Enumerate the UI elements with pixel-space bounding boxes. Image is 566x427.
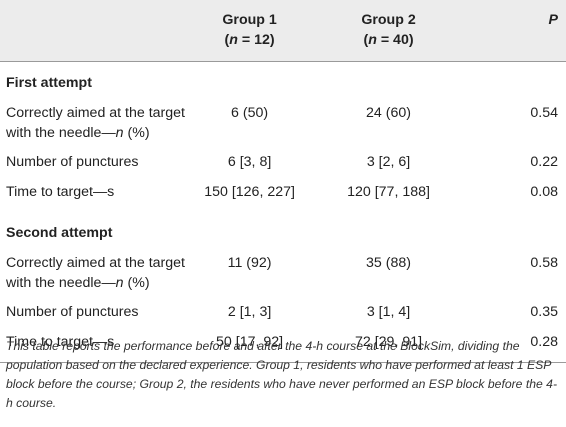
cell-group2: 35 (88)	[366, 255, 411, 271]
cell-p: 0.35	[530, 304, 558, 320]
row-label-line1: Correctly aimed at the target	[6, 255, 185, 271]
cell-group1: 50 [17, 92]	[191, 332, 308, 363]
header-group1-n: (n = 12)	[224, 32, 275, 48]
row-label: Number of punctures	[6, 154, 139, 170]
header-group2-title: Group 2	[361, 12, 416, 28]
row-label-line1: Correctly aimed at the target	[6, 105, 185, 121]
table-row: Number of punctures 2 [1, 3] 3 [1, 4] 0.…	[0, 302, 566, 332]
cell-group1: 2 [1, 3]	[227, 304, 272, 320]
header-group2-n: (n = 40)	[363, 32, 414, 48]
header-empty-cell	[0, 0, 192, 62]
section-title: Second attempt	[6, 225, 113, 241]
cell-p: 0.22	[530, 154, 558, 170]
row-label: Correctly aimed at the target with the n…	[0, 102, 191, 152]
cell-group2: 3 [1, 4]	[366, 304, 411, 320]
cell-group2: 24 (60)	[366, 105, 411, 121]
section-row-first-attempt: First attempt	[0, 62, 566, 103]
cell-p: 0.08	[530, 184, 558, 200]
cell-group1: 6 (50)	[231, 105, 269, 121]
table-row: Time to target—s 150 [126, 227] 120 [77,…	[0, 182, 566, 212]
section-title: First attempt	[6, 75, 92, 91]
cell-p: 0.28	[469, 332, 566, 363]
section-row-second-attempt: Second attempt	[0, 212, 566, 252]
table-footnote: This table reports the performance befor…	[6, 339, 558, 410]
results-table: Group 1 (n = 12) Group 2 (n = 40) P Firs…	[0, 0, 566, 363]
row-label-line2: with the needle—n (%)	[6, 275, 150, 291]
cell-group2: 120 [77, 188]	[347, 184, 430, 200]
cell-p: 0.54	[530, 105, 558, 121]
header-group1-title: Group 1	[222, 12, 277, 28]
cell-p: 0.58	[530, 255, 558, 271]
cell-group1: 150 [126, 227]	[204, 184, 295, 200]
table-row: Correctly aimed at the target with the n…	[0, 102, 566, 152]
table-row: Correctly aimed at the target with the n…	[0, 252, 566, 302]
cell-group2: 3 [2, 6]	[366, 154, 411, 170]
row-label: Time to target—s	[6, 184, 115, 200]
cell-group1: 11 (92)	[227, 255, 272, 271]
table-row: Number of punctures 6 [3, 8] 3 [2, 6] 0.…	[0, 152, 566, 182]
table-header-row: Group 1 (n = 12) Group 2 (n = 40) P	[0, 0, 566, 62]
row-label: Time to target—s	[0, 332, 192, 363]
table-row: Time to target—s 50 [17, 92] 72 [29, 91]…	[0, 332, 566, 363]
header-group2: Group 2 (n = 40)	[307, 0, 470, 62]
row-label-line2: with the needle—n (%)	[6, 125, 150, 141]
header-group1: Group 1 (n = 12)	[191, 0, 308, 62]
cell-group2: 72 [29, 91]	[307, 332, 470, 363]
row-label: Number of punctures	[6, 304, 139, 320]
row-label: Correctly aimed at the target with the n…	[0, 252, 191, 302]
header-p: P	[469, 0, 566, 62]
cell-group1: 6 [3, 8]	[227, 154, 272, 170]
